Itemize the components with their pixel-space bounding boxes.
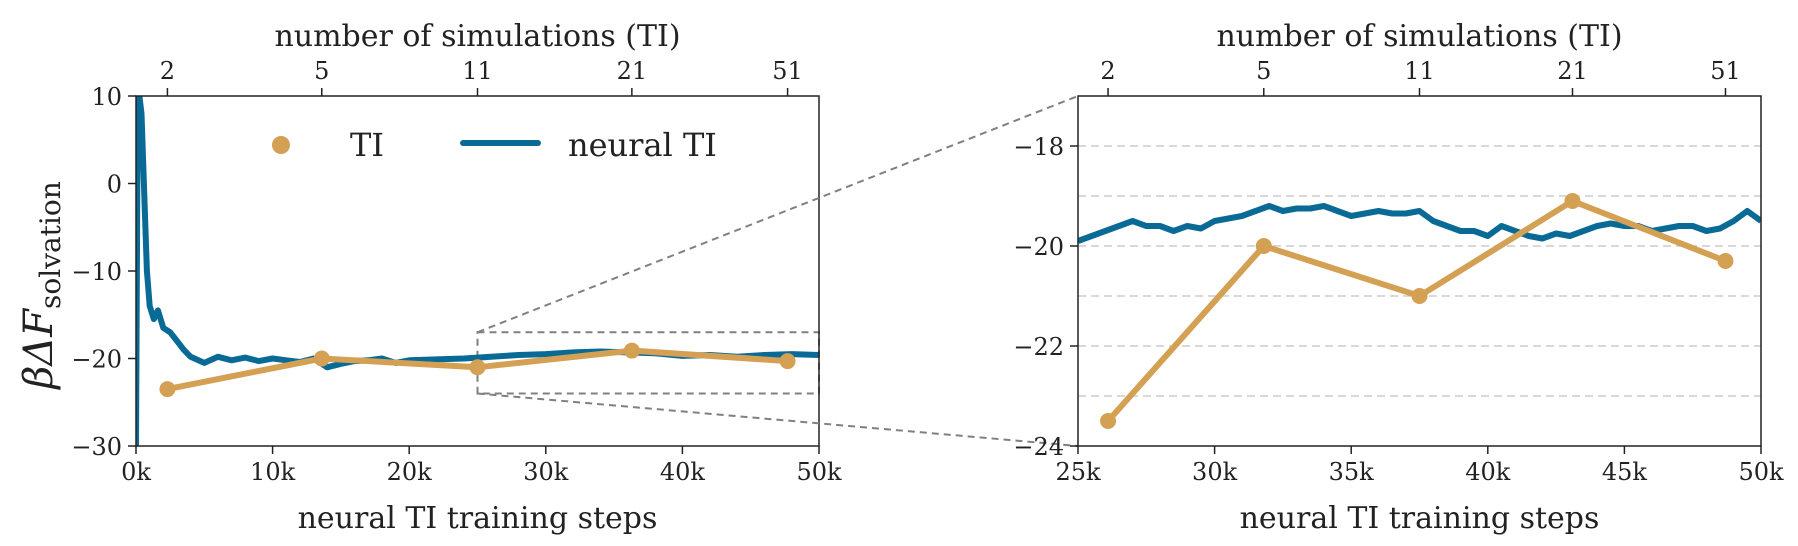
top-tick-label: 51 — [772, 57, 803, 85]
ti-point — [1717, 253, 1734, 269]
y-tick-label: −24 — [1013, 433, 1064, 461]
x-tick-label: 10k — [250, 458, 296, 486]
x-tick-label: 40k — [1465, 458, 1511, 486]
right-axes: 25k 30k 35k 40k 45k 50k −18 −20 −22 −24 2 5 11 21 51 ne… — [1013, 19, 1784, 536]
y-tick-label: −22 — [1013, 333, 1064, 361]
x-tick-label: 20k — [387, 458, 433, 486]
ti-point — [779, 353, 796, 370]
ti-point — [623, 342, 640, 359]
x-tick-label: 30k — [523, 458, 569, 486]
right-plot-frame — [1077, 95, 1762, 447]
legend-ti-marker — [272, 136, 290, 154]
x-tick-label: 50k — [1738, 458, 1784, 486]
ti-point — [159, 381, 176, 398]
y-tick-label: −20 — [1013, 233, 1064, 261]
ti-point — [1411, 288, 1428, 304]
x-tick-label: 45k — [1602, 458, 1648, 486]
y-axis-label: βΔFsolvation — [16, 181, 67, 391]
x-axis-label: neural TI training steps — [1240, 501, 1600, 536]
x-tick-label: 35k — [1329, 458, 1375, 486]
x-tick-label: 0k — [121, 458, 151, 486]
y-tick-label: −20 — [71, 346, 122, 374]
connector-bottom — [477, 392, 1079, 447]
ti-point — [1100, 413, 1117, 429]
ti-point — [313, 350, 330, 367]
top-axis-label: number of simulations (TI) — [1216, 19, 1622, 54]
x-tick-label: 50k — [796, 458, 842, 486]
y-tick-label: 10 — [91, 83, 122, 111]
x-tick-label: 25k — [1055, 458, 1101, 486]
legend-ti-label: TI — [350, 126, 384, 164]
left-axes: 0k 10k 20k 30k 40k 50k 10 0 −10 −20 −30 2 5 11 21 51 neu… — [71, 19, 842, 536]
top-tick-label: 11 — [1404, 57, 1435, 85]
y-tick-label: −18 — [1013, 133, 1064, 161]
top-tick-label: 21 — [617, 57, 648, 85]
top-tick-label: 11 — [462, 57, 493, 85]
y-tick-label: −30 — [71, 433, 122, 461]
x-axis-label: neural TI training steps — [298, 501, 658, 536]
x-tick-label: 40k — [660, 458, 706, 486]
top-tick-label: 5 — [1256, 57, 1271, 85]
top-axis-label: number of simulations (TI) — [274, 19, 680, 54]
y-tick-label: 0 — [107, 171, 122, 199]
ti-line — [1105, 198, 1727, 423]
ti-point — [469, 359, 486, 376]
y-tick-label: −10 — [71, 258, 122, 286]
top-tick-label: 21 — [1557, 57, 1588, 85]
top-tick-label: 51 — [1710, 57, 1741, 85]
top-tick-label: 2 — [160, 57, 175, 85]
legend: TI neural TI — [272, 126, 717, 164]
left-series — [136, 96, 819, 446]
x-tick-label: 30k — [1192, 458, 1238, 486]
right-grid — [1078, 145, 1761, 397]
zoom-connectors — [477, 95, 1079, 447]
legend-neural-label: neural TI — [568, 126, 717, 164]
ti-point — [1564, 193, 1581, 209]
top-tick-label: 2 — [1100, 57, 1115, 85]
top-tick-label: 5 — [314, 57, 329, 85]
ti-point — [1255, 238, 1272, 254]
right-series — [1078, 193, 1761, 429]
